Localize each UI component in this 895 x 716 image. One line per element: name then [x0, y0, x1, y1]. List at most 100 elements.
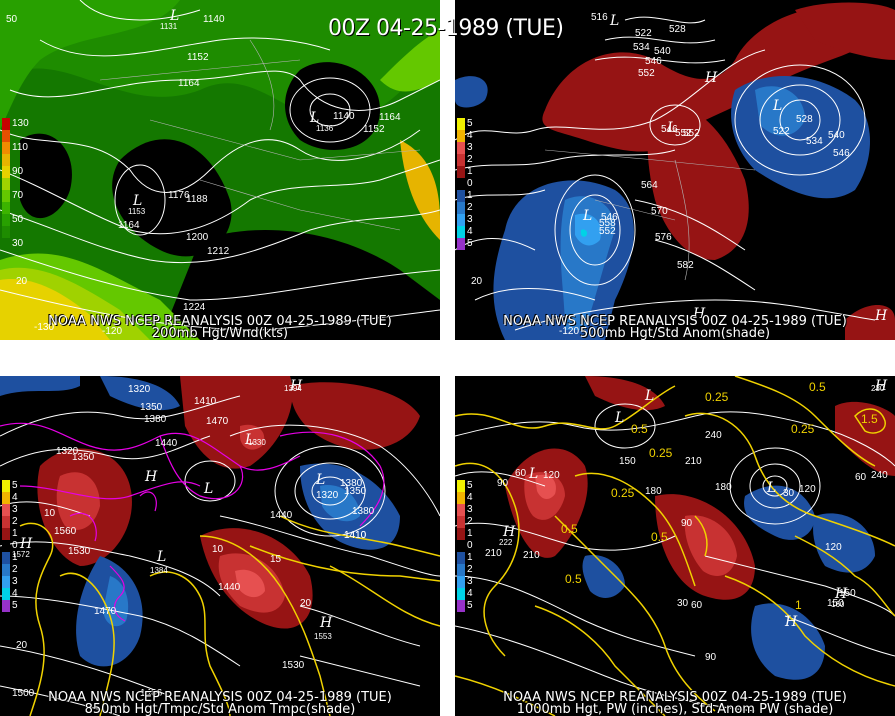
- contour-label: 1140: [333, 111, 355, 122]
- legend-swatch: [457, 588, 465, 600]
- legend-label: 70: [12, 190, 24, 201]
- svg-text:L: L: [244, 432, 254, 448]
- contour-label: 1530: [68, 546, 91, 557]
- contour-label: 1440: [218, 582, 241, 593]
- contour-label: 1410: [194, 396, 217, 407]
- contour-label: 1320: [316, 490, 339, 501]
- map-850mb: H H L L L L H H: [0, 376, 440, 716]
- legend-label: 4: [12, 588, 18, 599]
- contour-label: 60: [515, 468, 527, 479]
- contour-label: 546: [833, 148, 850, 159]
- legend-swatch: [457, 142, 465, 154]
- contour-label: 150: [827, 598, 844, 609]
- legend-swatch: [2, 118, 10, 130]
- svg-text:L: L: [156, 549, 166, 565]
- panel-500mb: L H L L L H H 5 4 3 2 1 0 1 2 3 4 5 516 …: [455, 0, 895, 340]
- contour-label: 1380: [340, 478, 363, 489]
- lon-label: -120: [102, 326, 123, 337]
- svg-text:H: H: [834, 586, 848, 602]
- legend-swatch: [457, 202, 465, 214]
- legend-label: 0: [467, 178, 473, 189]
- legend-swatch: [457, 238, 465, 250]
- contour-label: 1394: [284, 384, 302, 393]
- svg-text:L: L: [528, 466, 538, 482]
- legend-swatch: [457, 226, 465, 238]
- legend-swatch: [2, 576, 10, 588]
- panel-caption-line1: NOAA NWS NCEP REANALYSIS 00Z 04-25-1989 …: [503, 690, 847, 705]
- contour-label: 1380: [352, 506, 375, 517]
- legend-swatch: [457, 552, 465, 564]
- legend-swatch: [2, 214, 10, 226]
- contour-label: 180: [645, 486, 662, 497]
- legend-label: 2: [467, 516, 473, 527]
- contour-label: 210: [523, 550, 540, 561]
- svg-text:L: L: [309, 110, 319, 126]
- contour-label: 1350: [344, 486, 367, 497]
- legend-label: 4: [12, 492, 18, 503]
- contour-label: 540: [654, 46, 671, 57]
- contour-label: 160: [831, 600, 845, 609]
- contour-label: 1.5: [861, 412, 878, 426]
- contour-label: 552: [599, 226, 616, 237]
- svg-text:H: H: [144, 469, 158, 485]
- map-1000mb: L L L L H H H H: [455, 376, 895, 716]
- legend-swatch: [457, 564, 465, 576]
- contour-label: 552: [638, 68, 655, 79]
- contour-label: 1224: [183, 302, 206, 313]
- contour-label: 558: [599, 218, 616, 229]
- contour-label: 546: [645, 56, 662, 67]
- panel-1000mb: L L L L H H H H 5 4 3 2 1 0 1 2 3 4 5 0.…: [455, 376, 895, 716]
- legend-label: 2: [12, 564, 18, 575]
- contour-label: 0.25: [705, 390, 729, 404]
- lat-label: 20: [471, 276, 483, 287]
- contour-label: 1410: [344, 530, 367, 541]
- legend-swatch: [2, 154, 10, 166]
- svg-text:H: H: [874, 308, 888, 324]
- legend-label: 4: [467, 130, 473, 141]
- contour-label: 180: [715, 482, 732, 493]
- contour-label: 90: [681, 518, 693, 529]
- contour-label: 522: [773, 126, 790, 137]
- contour-label: 120: [825, 542, 842, 553]
- legend-label: 30: [12, 238, 24, 249]
- panel-caption-line2: 850mb Hgt/Tmpc/Std Anom Tmpc(shade): [84, 702, 356, 716]
- contour-label: 210: [485, 548, 502, 559]
- contour-label: 0.5: [561, 522, 578, 536]
- legend-label: 3: [12, 504, 18, 515]
- contour-label: 1176: [168, 190, 190, 201]
- contour-label: 1320: [128, 384, 151, 395]
- legend-label: 1: [467, 552, 473, 563]
- svg-text:H: H: [319, 615, 333, 631]
- legend-label: 1: [467, 166, 473, 177]
- legend-swatch: [2, 190, 10, 202]
- contour-label: 534: [806, 136, 823, 147]
- legend-swatch: [2, 202, 10, 214]
- svg-text:L: L: [582, 208, 592, 224]
- contour-label: 120: [799, 484, 816, 495]
- svg-text:L: L: [644, 388, 654, 404]
- legend-label: 2: [12, 516, 18, 527]
- page-title: 00Z 04-25-1989 (TUE): [328, 16, 564, 41]
- legend-label: 2: [467, 202, 473, 213]
- legend-swatch: [457, 166, 465, 178]
- legend-swatch: [457, 516, 465, 528]
- panel-caption-line1: NOAA NWS NCEP REANALYSIS 00Z 04-25-1989 …: [48, 690, 392, 705]
- contour-label: 222: [499, 538, 513, 547]
- contour-label: 0.5: [565, 572, 582, 586]
- contour-label: 1164: [118, 220, 140, 231]
- contour-label: 30: [783, 488, 795, 499]
- legend-swatch: [2, 130, 10, 142]
- legend-label: 90: [12, 166, 24, 177]
- legend-label: 4: [467, 588, 473, 599]
- legend-label: 5: [467, 600, 473, 611]
- contour-label: 552: [675, 128, 692, 139]
- contour-label: 1350: [140, 402, 163, 413]
- contour-label: 90: [705, 652, 717, 663]
- legend-swatch: [457, 600, 465, 612]
- panel-caption-line2: 500mb Hgt/Std Anom(shade): [579, 326, 771, 340]
- contour-label: 0.25: [649, 446, 673, 460]
- svg-text:L: L: [609, 13, 619, 29]
- svg-text:L: L: [614, 410, 624, 426]
- contour-label: 10: [212, 544, 224, 555]
- legend-label: 1: [467, 528, 473, 539]
